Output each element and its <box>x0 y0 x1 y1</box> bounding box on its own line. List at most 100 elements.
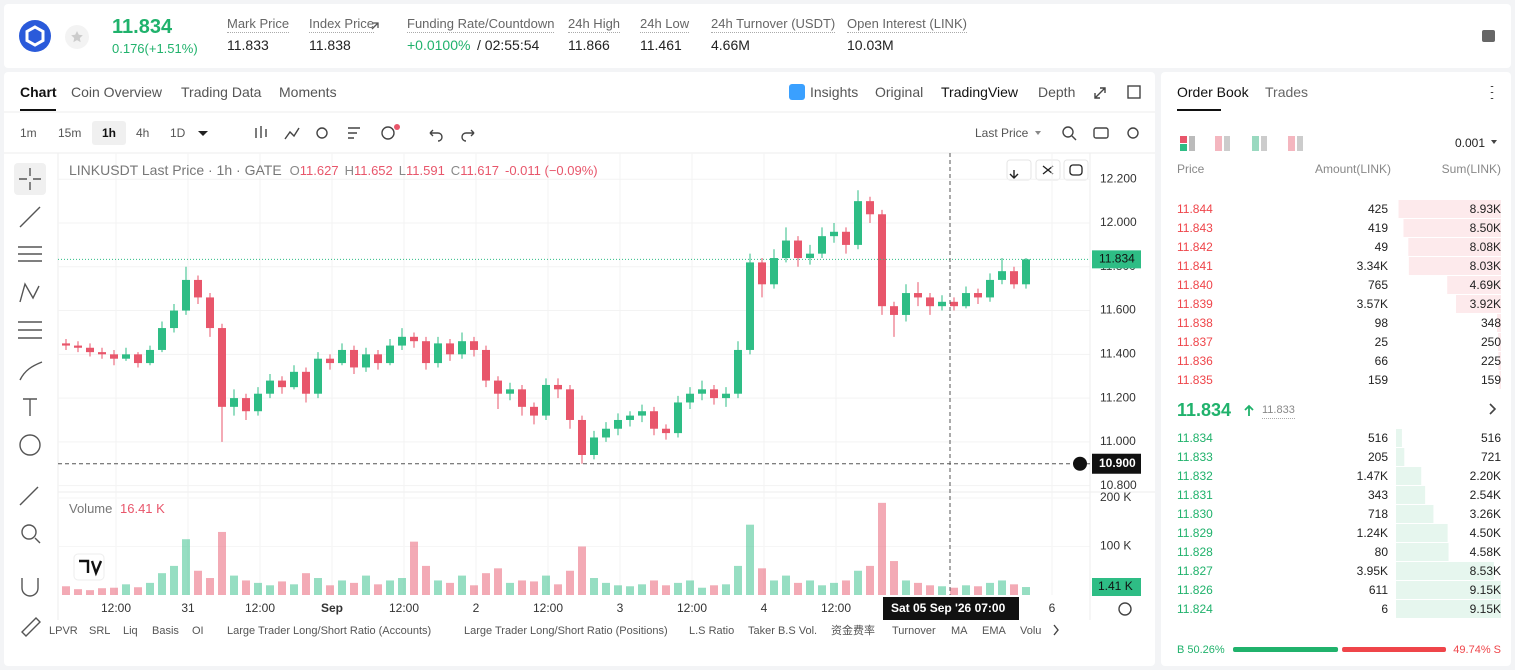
crosshair-time-label: Sat 05 Sep '26 07:00 <box>891 601 1006 615</box>
ob-price[interactable]: 11.842 <box>1177 240 1213 254</box>
stat-label[interactable]: Mark Price <box>227 16 290 33</box>
y-tick-label: 11.400 <box>1100 346 1136 360</box>
volume-bar <box>938 586 946 595</box>
candle-body <box>266 380 274 394</box>
x-tick-label: 12:00 <box>821 601 851 615</box>
stat-label[interactable]: Open Interest (LINK) <box>847 16 967 33</box>
ob-price[interactable]: 11.839 <box>1177 297 1213 311</box>
ob-price[interactable]: 11.827 <box>1177 564 1213 578</box>
ob-price[interactable]: 11.831 <box>1177 488 1213 502</box>
ob-tab[interactable]: Trades <box>1265 84 1309 100</box>
volume-bar <box>350 582 358 595</box>
candle-body <box>218 328 226 407</box>
ob-price[interactable]: 11.844 <box>1177 202 1213 216</box>
indicator[interactable]: Liq <box>123 625 138 637</box>
y-tick-label: 11.000 <box>1100 434 1136 448</box>
ob-amount: 66 <box>1374 354 1388 368</box>
volume-bar <box>590 578 598 595</box>
ob-price[interactable]: 11.833 <box>1177 450 1213 464</box>
volume-bar <box>338 580 346 595</box>
scroll-indicators[interactable] <box>1053 624 1059 636</box>
stat-label[interactable]: Index Price <box>309 16 375 33</box>
price-source[interactable]: Last Price <box>975 126 1029 140</box>
ob-price[interactable]: 11.829 <box>1177 526 1213 540</box>
volume-current-label: 1.41 K <box>1098 579 1133 593</box>
candle-body <box>662 428 670 434</box>
chart-tab[interactable]: Coin Overview <box>71 84 163 100</box>
interval-dropdown[interactable] <box>198 131 208 136</box>
view-tab[interactable]: Depth <box>1038 84 1076 100</box>
interval[interactable]: 1D <box>170 126 186 140</box>
chart-panel <box>4 72 1155 666</box>
ob-price[interactable]: 11.830 <box>1177 507 1213 521</box>
ob-sum: 3.92K <box>1469 297 1501 311</box>
chart-tab[interactable]: Trading Data <box>181 84 262 100</box>
precision-caret[interactable] <box>1491 140 1497 144</box>
ob-price[interactable]: 11.826 <box>1177 583 1213 597</box>
indicator[interactable]: SRL <box>89 625 111 637</box>
indicator[interactable]: L.S Ratio <box>689 625 735 637</box>
chart-tab[interactable]: Chart <box>20 84 57 100</box>
chart-tab[interactable]: Moments <box>279 84 337 100</box>
ob-sum: 8.03K <box>1469 259 1501 273</box>
expand-icon[interactable] <box>1094 87 1106 99</box>
ob-price[interactable]: 11.836 <box>1177 354 1213 368</box>
precision[interactable]: 0.001 <box>1455 136 1486 150</box>
collapse-btn[interactable] <box>1042 165 1054 175</box>
ob-sum: 516 <box>1480 431 1501 445</box>
indicator[interactable]: Large Trader Long/Short Ratio (Accounts) <box>227 625 432 637</box>
price-change: 0.176(+1.51%) <box>112 41 198 56</box>
scroll-down-btn[interactable] <box>1009 170 1019 179</box>
ob-price[interactable]: 11.832 <box>1177 469 1213 483</box>
ob-price[interactable]: 11.841 <box>1177 259 1213 273</box>
view-tab[interactable]: TradingView <box>941 84 1019 100</box>
indicator[interactable]: Basis <box>152 625 179 637</box>
view-tab[interactable]: Insights <box>810 84 859 100</box>
indicator[interactable]: Taker B.S Vol. <box>748 625 818 637</box>
ob-price[interactable]: 11.828 <box>1177 545 1213 559</box>
ob-tab[interactable]: Order Book <box>1177 84 1249 100</box>
stat-label[interactable]: 24h Turnover (USDT) <box>711 16 836 33</box>
ob-sum: 2.20K <box>1469 469 1501 483</box>
ob-price[interactable]: 11.834 <box>1177 431 1213 445</box>
chart-legend: LINKUSDT Last Price · 1h · GATE O11.627 H1… <box>69 161 598 179</box>
ob-price[interactable]: 11.843 <box>1177 221 1213 235</box>
indicator[interactable]: Large Trader Long/Short Ratio (Positions… <box>464 625 668 637</box>
stat-label[interactable]: 24h High <box>568 16 621 33</box>
indicator[interactable]: Turnover <box>892 625 936 637</box>
reset-btn[interactable] <box>1069 164 1083 176</box>
candle-body <box>86 347 94 353</box>
btn-frame <box>1006 159 1032 181</box>
ob-sum: 721 <box>1480 450 1501 464</box>
indicator[interactable]: MA <box>951 625 968 637</box>
ob-price[interactable]: 11.840 <box>1177 278 1213 292</box>
ob-price[interactable]: 11.838 <box>1177 316 1213 330</box>
mid-more-icon[interactable] <box>1489 403 1497 415</box>
settings-icon[interactable] <box>1118 602 1132 616</box>
indicator[interactable]: EMA <box>982 625 1006 637</box>
indicator[interactable]: LPVR <box>49 625 78 637</box>
indicator[interactable]: OI <box>192 625 204 637</box>
indicator[interactable]: 资金费率 <box>831 625 875 637</box>
candle-body <box>818 236 826 254</box>
volume-bar <box>386 580 394 595</box>
view-tab[interactable]: Original <box>875 84 924 100</box>
ob-price[interactable]: 11.835 <box>1177 373 1213 387</box>
insights-icon[interactable] <box>789 84 805 100</box>
ob-price[interactable]: 11.824 <box>1177 602 1213 616</box>
volume-bar <box>638 584 646 595</box>
stat-label[interactable]: Funding Rate/Countdown <box>407 16 555 33</box>
volume-bar <box>158 573 166 595</box>
interval[interactable]: 1m <box>20 126 37 140</box>
interval[interactable]: 4h <box>136 126 150 140</box>
volume-bar <box>722 584 730 595</box>
book-icon[interactable] <box>1482 30 1495 42</box>
candle-body <box>638 411 646 416</box>
volume-bar <box>470 585 478 595</box>
interval[interactable]: 15m <box>58 126 82 140</box>
stat-label[interactable]: 24h Low <box>640 16 690 33</box>
window-icon[interactable] <box>1127 85 1141 99</box>
indicator[interactable]: Volu <box>1020 625 1042 637</box>
interval[interactable]: 1h <box>102 126 117 140</box>
ob-price[interactable]: 11.837 <box>1177 335 1213 349</box>
